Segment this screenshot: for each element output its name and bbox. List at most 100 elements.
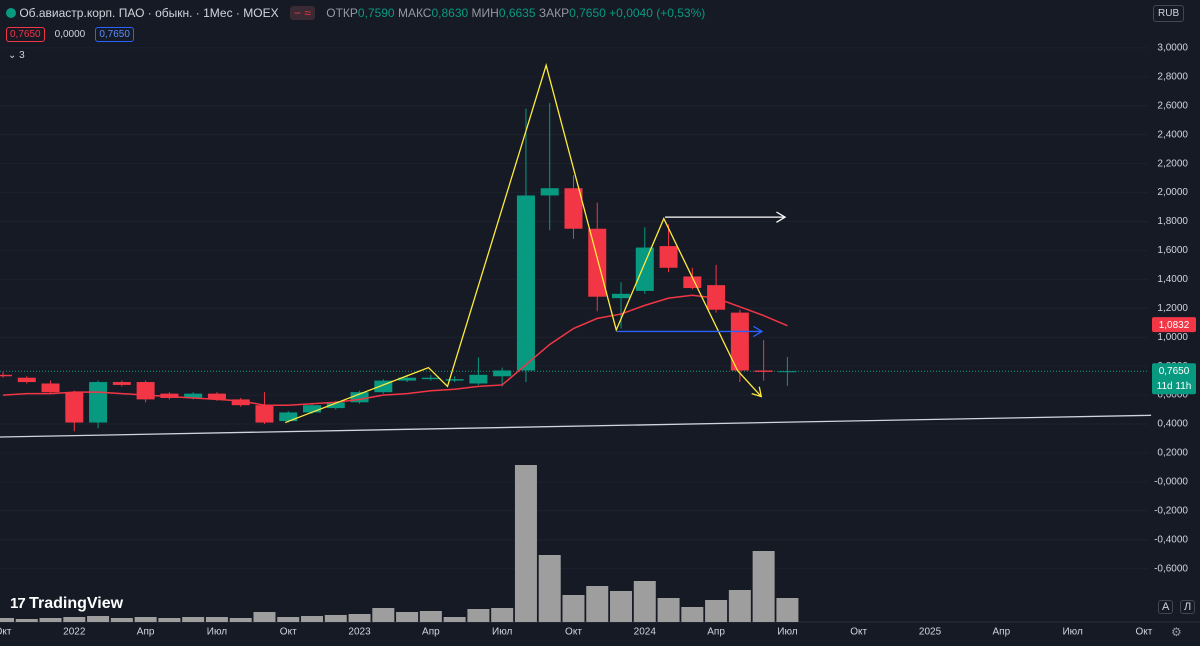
box-row: 0,7650 0,0000 0,7650: [6, 27, 137, 42]
drawing-line: [0, 414, 1152, 438]
candle-body: [659, 246, 678, 268]
price-tag: [1152, 317, 1196, 333]
x-tick-label: 2025: [919, 627, 942, 638]
volume-bar: [752, 551, 775, 622]
drawing-line: [284, 62, 762, 424]
log-scale-button[interactable]: Л: [1180, 600, 1196, 614]
candle-body: [207, 393, 226, 400]
logo-icon: 17: [10, 595, 26, 612]
candle-body: [65, 392, 84, 423]
candle-body: [303, 405, 322, 413]
x-tick-label: Апр: [137, 627, 155, 638]
high-value: 0,8630: [431, 6, 469, 20]
candle-body: [398, 377, 417, 381]
title-row: Об.авиастр.корп. ПАО · обыкн. · 1Мес · M…: [6, 6, 705, 20]
bid-box[interactable]: 0,7650: [6, 27, 45, 42]
candle-body: [493, 370, 512, 377]
candle-body: [374, 380, 393, 393]
y-tick-label: 1,4000: [1157, 274, 1188, 285]
x-tick-label: 2022: [63, 627, 86, 638]
volume-bar: [396, 612, 419, 622]
volume-bar: [182, 617, 205, 622]
y-tick-label: 2,8000: [1157, 72, 1188, 83]
high-label: МАКС: [397, 6, 432, 20]
y-tick-label: -0,4000: [1154, 534, 1188, 545]
y-tick-label: 0,2000: [1157, 448, 1188, 459]
countdown: 11d 11h: [1157, 381, 1192, 392]
price-tag: [1152, 363, 1196, 395]
candle-body: [635, 247, 654, 291]
logo-text: TradingView: [29, 595, 124, 612]
volume-bar: [776, 598, 799, 622]
candle-body: [778, 371, 797, 373]
volume-bar: [562, 595, 585, 622]
candle-body: [184, 393, 203, 398]
volume-bar: [134, 617, 157, 622]
volume-bar: [491, 608, 514, 622]
x-tick-label: 2024: [634, 627, 657, 638]
volume-bar: [253, 612, 276, 622]
price-tag-label: 1,0832: [1159, 320, 1190, 331]
candle-body: [136, 382, 155, 400]
volume-bar: [657, 598, 680, 622]
volume-bar: [633, 581, 656, 622]
candle-body: [0, 374, 12, 377]
ask-box[interactable]: 0,7650: [95, 27, 134, 42]
candle-body: [231, 399, 250, 406]
x-tick-label: Окт: [565, 627, 582, 638]
moving-average: [2, 294, 788, 406]
x-tick-label: Окт: [850, 627, 867, 638]
spread-box: 0,0000: [54, 29, 86, 40]
volume-bar: [277, 617, 300, 622]
volume-bar: [419, 611, 442, 622]
volume-bar: [348, 614, 371, 622]
volume-bar: [705, 600, 728, 622]
x-tick-label: Апр: [422, 627, 440, 638]
candle-body: [730, 312, 749, 371]
indicators-count: 3: [19, 50, 25, 61]
currency-button[interactable]: RUB: [1153, 5, 1185, 22]
volume-bar: [514, 465, 537, 622]
volume-bar: [586, 586, 609, 622]
candle-body: [350, 392, 369, 403]
volume-bar: [443, 617, 466, 622]
settings-button[interactable]: ⚙: [1171, 625, 1182, 639]
close-label: ЗАКР: [538, 6, 570, 20]
compare-buttons[interactable]: − ≈: [289, 6, 315, 20]
y-tick-label: 2,4000: [1157, 129, 1188, 140]
candle-body: [41, 383, 60, 393]
candle-body: [516, 195, 535, 371]
volume-bar: [158, 618, 181, 622]
x-tick-label: Июл: [1062, 627, 1082, 638]
candle-body: [754, 370, 773, 372]
symbol-title[interactable]: Об.авиастр.корп. ПАО · обыкн. · 1Мес · M…: [19, 6, 279, 20]
x-tick-label: 2023: [348, 627, 371, 638]
open-value: 0,7590: [357, 6, 395, 20]
candle-body: [17, 377, 36, 383]
candle-body: [683, 276, 702, 289]
arrow-head: [753, 325, 764, 338]
y-tick-label: 1,8000: [1157, 216, 1188, 227]
x-tick-label: Июл: [207, 627, 227, 638]
y-tick-label: 1,2000: [1157, 303, 1188, 314]
arrow-head: [776, 211, 787, 223]
candle-body: [612, 293, 631, 299]
volume-bar: [63, 617, 86, 622]
indicators-toggle[interactable]: ⌄ 3: [8, 50, 25, 61]
auto-scale-button[interactable]: A: [1158, 600, 1174, 614]
x-tick-label: Окт: [1136, 627, 1153, 638]
logo: 17 TradingView: [10, 595, 123, 613]
price-tag-label: 0,7650: [1159, 366, 1190, 377]
arrow-head: [751, 386, 763, 398]
low-label: МИН: [471, 6, 499, 20]
y-tick-label: 0,6000: [1157, 390, 1188, 401]
candle-body: [564, 188, 583, 229]
volume-bar: [301, 616, 324, 622]
y-tick-label: 1,6000: [1157, 245, 1188, 256]
candle-body: [89, 382, 108, 423]
volume-bar: [324, 615, 347, 622]
candle-body: [112, 382, 131, 385]
x-tick-label: Окт: [0, 627, 12, 638]
